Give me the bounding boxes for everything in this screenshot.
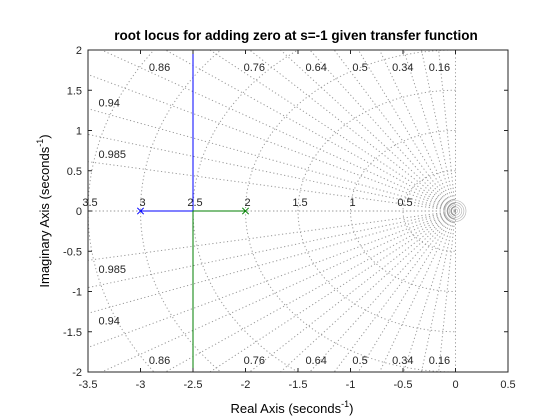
damping-label: 0.86 bbox=[149, 62, 170, 74]
damping-label: 0.34 bbox=[392, 62, 413, 74]
x-axis-label-exponent: -1 bbox=[341, 399, 349, 409]
damping-label: 0.5 bbox=[352, 62, 367, 74]
y-tick-label: -1 bbox=[72, 287, 82, 299]
y-tick-label: -2 bbox=[72, 367, 82, 379]
y-axis-label-close: ) bbox=[37, 134, 52, 138]
chart-title: root locus for adding zero at s=-1 given… bbox=[114, 28, 477, 43]
y-tick-label: 2 bbox=[76, 45, 82, 57]
wn-label: 1 bbox=[349, 197, 355, 209]
damping-label: 0.76 bbox=[244, 62, 265, 74]
damping-label: 0.16 bbox=[429, 62, 450, 74]
x-tick-label: -1 bbox=[346, 379, 356, 391]
wn-label: 2 bbox=[244, 197, 250, 209]
damping-label: 0.985 bbox=[99, 149, 127, 161]
damping-label: 0.34 bbox=[392, 355, 413, 367]
damping-label: 0.5 bbox=[352, 355, 367, 367]
wn-label: 3.5 bbox=[82, 197, 97, 209]
x-tick-label: 0 bbox=[452, 379, 458, 391]
wn-label: 0.5 bbox=[397, 197, 412, 209]
wn-label: 2.5 bbox=[187, 197, 202, 209]
y-tick-label: 1.5 bbox=[67, 85, 82, 97]
x-tick-label: 0.5 bbox=[500, 379, 515, 391]
y-tick-label: -0.5 bbox=[63, 246, 82, 258]
wn-label: 1.5 bbox=[292, 197, 307, 209]
y-axis-label-text: Imaginary Axis (seconds bbox=[37, 146, 52, 287]
x-axis-label: Real Axis (seconds-1) bbox=[231, 399, 354, 416]
y-tick-label: 0.5 bbox=[67, 166, 82, 178]
x-tick-label: -3.5 bbox=[79, 379, 98, 391]
damping-label: 0.94 bbox=[99, 315, 120, 327]
y-axis-label: Imaginary Axis (seconds-1) bbox=[35, 134, 52, 287]
x-tick-label: -2 bbox=[241, 379, 251, 391]
damping-label: 0.64 bbox=[305, 355, 326, 367]
damping-label: 0.86 bbox=[149, 355, 170, 367]
damping-label: 0.76 bbox=[244, 355, 265, 367]
y-tick-label: 0 bbox=[76, 206, 82, 218]
x-tick-label: -2.5 bbox=[184, 379, 203, 391]
x-tick-label: -3 bbox=[136, 379, 146, 391]
x-axis-label-close: ) bbox=[349, 401, 353, 416]
damping-label: 0.64 bbox=[305, 62, 326, 74]
damping-label: 0.985 bbox=[99, 264, 127, 276]
damping-label: 0.16 bbox=[429, 355, 450, 367]
y-tick-label: 1 bbox=[76, 126, 82, 138]
x-tick-label: -1.5 bbox=[289, 379, 308, 391]
x-tick-label: -0.5 bbox=[394, 379, 413, 391]
wn-label: 3 bbox=[139, 197, 145, 209]
damping-label: 0.94 bbox=[99, 98, 120, 110]
x-axis-label-text: Real Axis (seconds bbox=[231, 401, 342, 416]
y-axis-label-exponent: -1 bbox=[35, 139, 45, 147]
y-tick-label: -1.5 bbox=[63, 327, 82, 339]
